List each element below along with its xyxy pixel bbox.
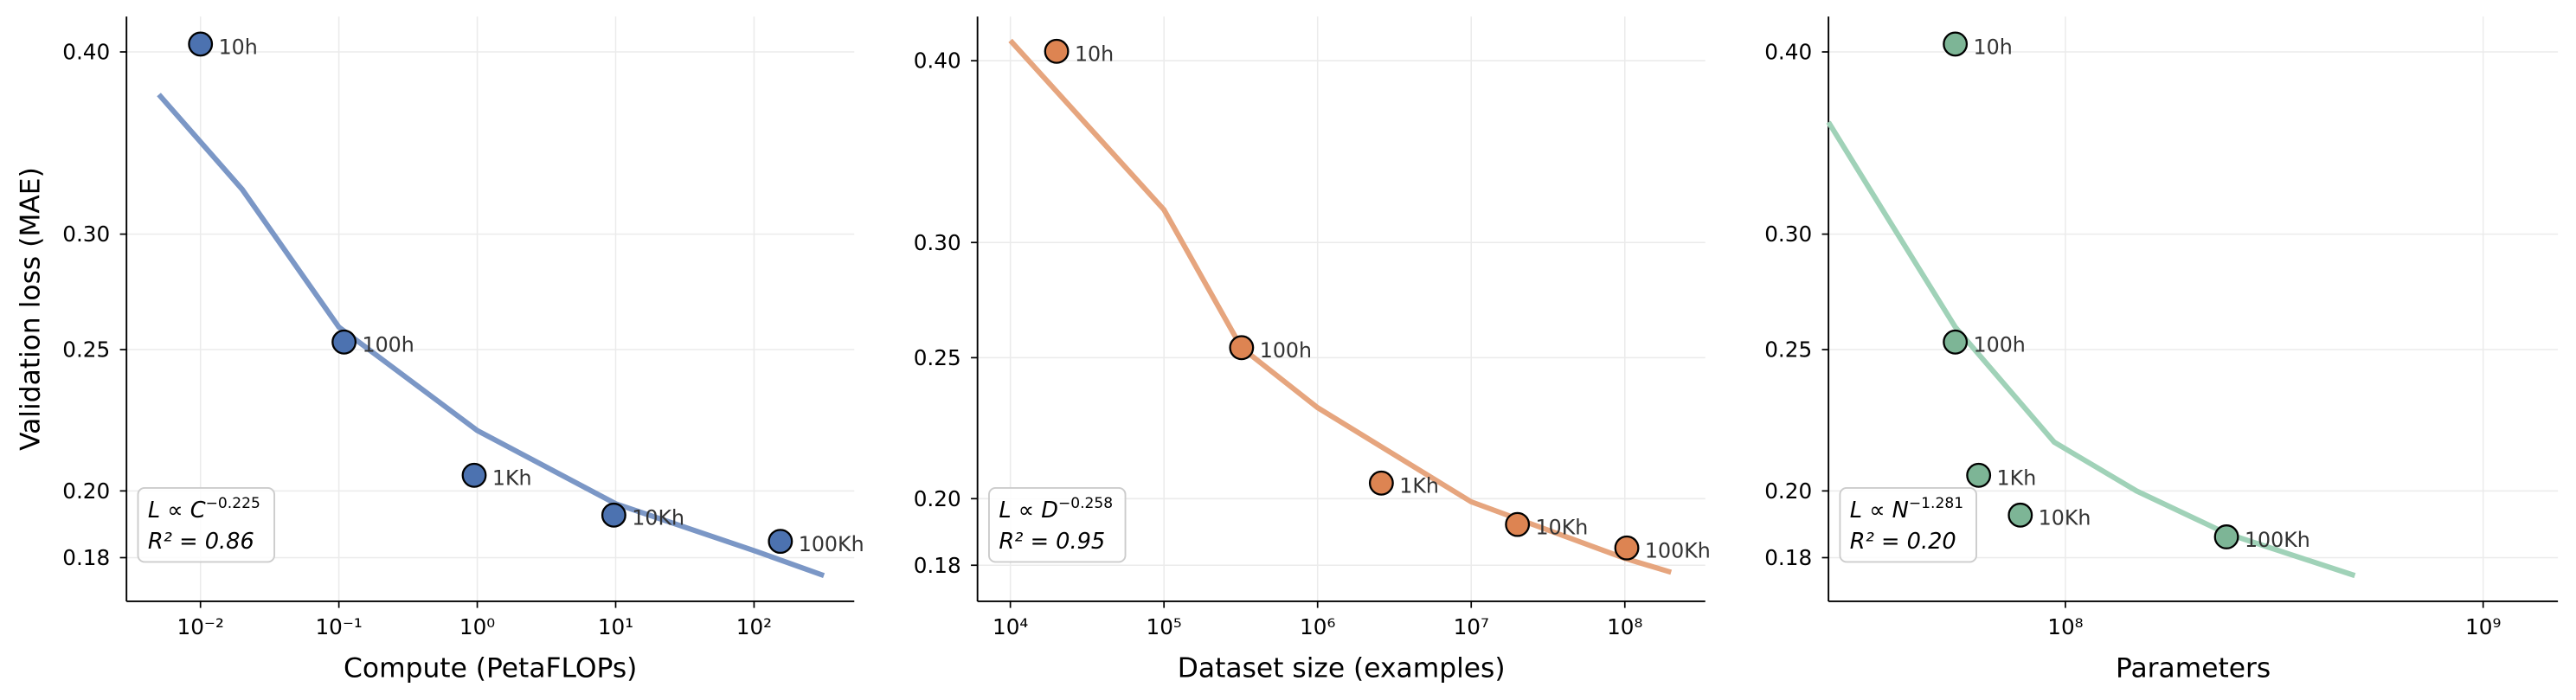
point-label: 10h bbox=[219, 35, 258, 59]
data-point bbox=[188, 31, 214, 57]
x-tick-label: 10⁰ bbox=[459, 614, 495, 639]
data-point bbox=[1044, 38, 1070, 64]
annotation-r2: R² = 0.95 bbox=[999, 529, 1105, 555]
data-point bbox=[2007, 502, 2033, 528]
data-point bbox=[1943, 329, 1969, 355]
annotation-law: L ∝ D bbox=[999, 498, 1058, 523]
data-point bbox=[1229, 335, 1255, 361]
y-tick-label: 0.25 bbox=[62, 337, 110, 363]
data-point bbox=[331, 329, 357, 355]
x-tick-label: 10⁻² bbox=[177, 614, 224, 639]
annotation-law: L ∝ N bbox=[1850, 498, 1909, 523]
y-tick-label: 0.20 bbox=[1764, 478, 1812, 504]
x-tick-label: 10⁴ bbox=[992, 614, 1028, 639]
x-tick-label: 10¹ bbox=[598, 614, 633, 639]
y-tick-label: 0.25 bbox=[914, 345, 961, 370]
y-tick-label: 0.40 bbox=[914, 48, 961, 74]
data-point bbox=[1505, 511, 1531, 537]
y-tick-label: 0.30 bbox=[1764, 222, 1812, 247]
x-tick-label: 10⁹ bbox=[2465, 614, 2501, 639]
y-tick-label: 0.25 bbox=[1764, 337, 1812, 363]
point-label: 100h bbox=[1974, 333, 2026, 357]
data-point bbox=[601, 502, 626, 528]
annotation-r2: R² = 0.86 bbox=[148, 529, 254, 555]
point-label: 100Kh bbox=[2245, 528, 2310, 552]
annotation-formula: L ∝ C−0.225 bbox=[148, 495, 260, 523]
y-tick-label: 0.18 bbox=[1764, 545, 1812, 570]
y-tick-label: 0.40 bbox=[62, 40, 110, 65]
annotation-exponent: −0.225 bbox=[206, 495, 260, 512]
x-tick-label: 10⁷ bbox=[1454, 614, 1489, 639]
annotation-box bbox=[137, 487, 276, 563]
point-label: 10Kh bbox=[1536, 516, 1589, 540]
x-axis-label: Compute (PetaFLOPs) bbox=[344, 652, 637, 684]
y-tick-label: 0.30 bbox=[62, 222, 110, 247]
point-label: 10Kh bbox=[2039, 506, 2091, 530]
point-label: 10h bbox=[1974, 35, 2013, 59]
point-label: 100Kh bbox=[1645, 539, 1711, 563]
x-tick-label: 10⁸ bbox=[1607, 614, 1642, 639]
point-label: 1Kh bbox=[492, 466, 532, 491]
x-tick-label: 10⁵ bbox=[1147, 614, 1182, 639]
x-axis-label: Parameters bbox=[2116, 652, 2271, 684]
panel: 0.18 0.20 0.25 0.30 0.40 10⁻² 10⁻¹ 10⁰ 10¹ 10² Com… bbox=[16, 16, 864, 684]
annotation-box bbox=[1839, 487, 1977, 563]
fit-line bbox=[157, 93, 825, 579]
data-point bbox=[1966, 462, 1992, 488]
point-label: 10Kh bbox=[632, 506, 684, 530]
point-label: 100h bbox=[1260, 338, 1312, 363]
annotation-exponent: −0.258 bbox=[1058, 495, 1113, 512]
data-point bbox=[1943, 31, 1969, 57]
annotation-exponent: −1.281 bbox=[1909, 495, 1963, 512]
annotation-law: L ∝ C bbox=[148, 498, 206, 523]
annotation-box bbox=[988, 487, 1127, 563]
y-tick-label: 0.30 bbox=[914, 230, 961, 255]
x-axis-label: Dataset size (examples) bbox=[1178, 652, 1506, 684]
data-point bbox=[1368, 470, 1394, 496]
x-tick-label: 10⁶ bbox=[1300, 614, 1335, 639]
y-tick-label: 0.18 bbox=[62, 545, 110, 570]
x-tick-label: 10⁻¹ bbox=[315, 614, 362, 639]
point-label: 100h bbox=[363, 333, 414, 357]
y-tick-label: 0.40 bbox=[1764, 40, 1812, 65]
annotation-formula: L ∝ N−1.281 bbox=[1850, 495, 1963, 523]
data-point bbox=[2213, 524, 2239, 549]
point-label: 1Kh bbox=[1399, 474, 1439, 498]
x-tick-label: 10⁸ bbox=[2047, 614, 2083, 639]
data-point bbox=[1614, 535, 1640, 561]
point-label: 10h bbox=[1075, 42, 1114, 67]
annotation-formula: L ∝ D−0.258 bbox=[999, 495, 1113, 523]
y-axis-label: Validation loss (MAE) bbox=[16, 167, 47, 451]
x-tick-label: 10² bbox=[736, 614, 772, 639]
y-tick-label: 0.18 bbox=[914, 553, 961, 578]
data-point bbox=[768, 529, 793, 555]
panel: 0.18 0.20 0.25 0.30 0.40 10⁴ 10⁵ 10⁶ 10⁷ 10⁸ Datas… bbox=[914, 16, 1711, 684]
y-tick-label: 0.20 bbox=[914, 486, 961, 511]
annotation-r2: R² = 0.20 bbox=[1850, 529, 1956, 555]
point-label: 100Kh bbox=[799, 532, 864, 556]
data-point bbox=[461, 462, 487, 488]
point-label: 1Kh bbox=[1997, 466, 2037, 491]
panel: 0.18 0.20 0.25 0.30 0.40 10⁸ 10⁹ Parameters 10h 1… bbox=[1764, 16, 2559, 684]
y-tick-label: 0.20 bbox=[62, 478, 110, 504]
